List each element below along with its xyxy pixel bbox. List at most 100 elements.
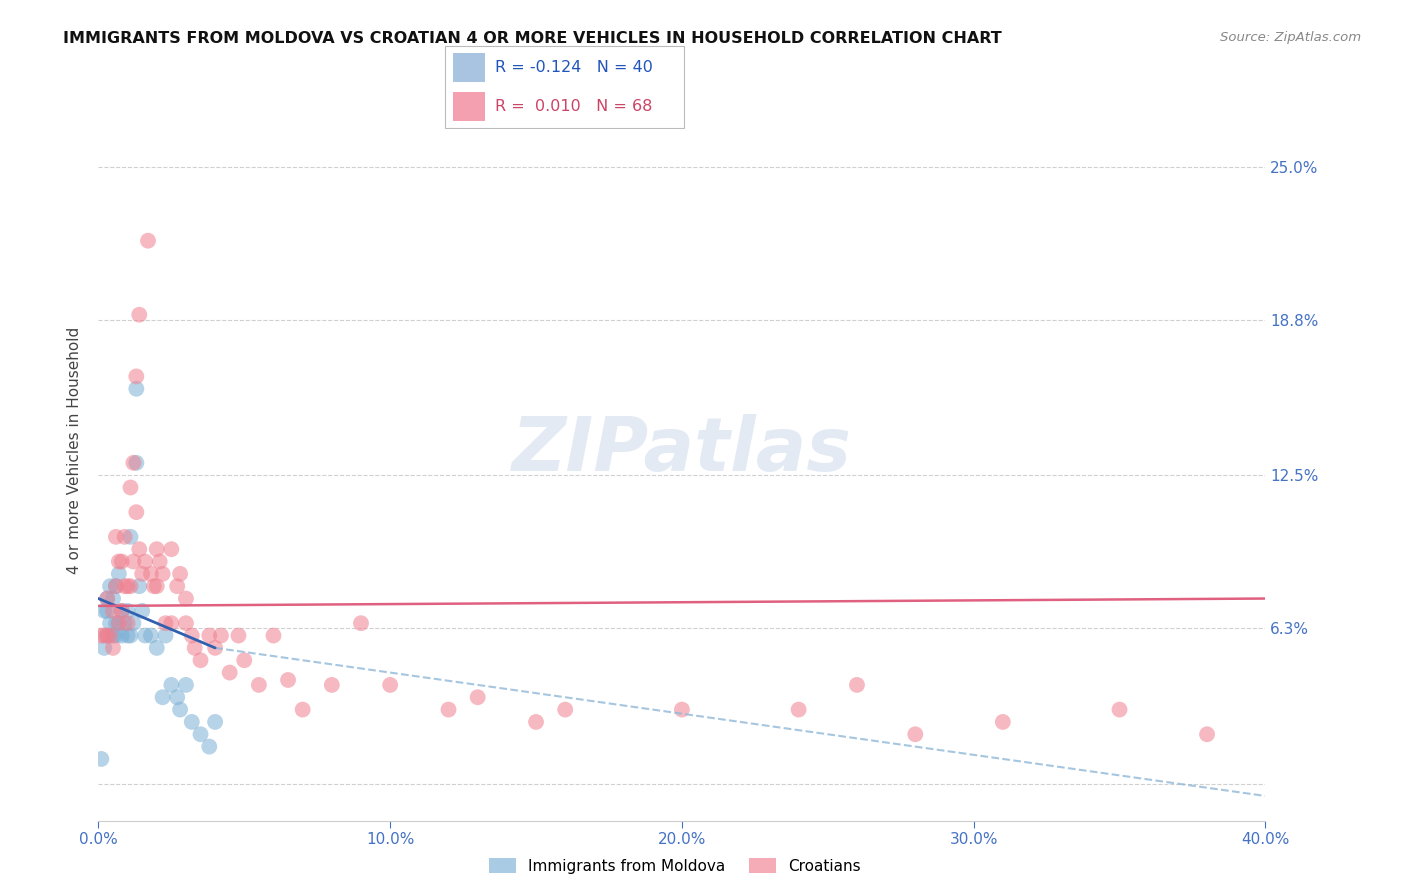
Point	[101, 591, 124, 606]
Text: R = -0.124   N = 40: R = -0.124 N = 40	[495, 60, 652, 75]
Point	[247, 678, 270, 692]
Point	[104, 628, 127, 642]
Point	[904, 727, 927, 741]
Point	[160, 678, 183, 692]
Point	[350, 616, 373, 631]
Point	[787, 703, 810, 717]
Point	[96, 591, 118, 606]
Y-axis label: 4 or more Vehicles in Household: 4 or more Vehicles in Household	[67, 326, 83, 574]
Point	[169, 703, 191, 717]
Point	[96, 628, 118, 642]
Point	[174, 678, 197, 692]
Point	[96, 628, 118, 642]
Point	[160, 542, 183, 557]
Point	[114, 616, 136, 631]
Point	[146, 640, 169, 655]
Point	[101, 604, 124, 618]
Point	[117, 616, 139, 631]
Point	[160, 616, 183, 631]
Text: Source: ZipAtlas.com: Source: ZipAtlas.com	[1220, 31, 1361, 45]
Text: ZIPatlas: ZIPatlas	[512, 414, 852, 487]
Point	[122, 616, 145, 631]
Point	[128, 308, 150, 322]
Text: R =  0.010   N = 68: R = 0.010 N = 68	[495, 99, 652, 114]
Point	[90, 628, 112, 642]
Point	[380, 678, 402, 692]
Point	[111, 604, 134, 618]
Point	[174, 616, 197, 631]
Point	[166, 579, 188, 593]
Point	[120, 579, 142, 593]
Point	[120, 628, 142, 642]
Point	[136, 234, 159, 248]
Point	[108, 616, 131, 631]
Point	[155, 616, 177, 631]
Point	[125, 369, 148, 384]
Point	[117, 604, 139, 618]
Point	[554, 703, 576, 717]
Point	[139, 566, 162, 581]
Point	[671, 703, 693, 717]
Point	[149, 554, 172, 569]
Point	[120, 480, 142, 494]
Legend: Immigrants from Moldova, Croatians: Immigrants from Moldova, Croatians	[482, 852, 868, 880]
Point	[128, 579, 150, 593]
FancyBboxPatch shape	[446, 46, 685, 128]
Point	[152, 566, 174, 581]
Point	[131, 566, 153, 581]
Point	[209, 628, 232, 642]
Point	[93, 640, 115, 655]
Point	[104, 530, 127, 544]
Point	[218, 665, 240, 680]
Point	[233, 653, 256, 667]
FancyBboxPatch shape	[453, 54, 485, 82]
Point	[111, 554, 134, 569]
Point	[98, 628, 121, 642]
FancyBboxPatch shape	[453, 92, 485, 120]
Point	[190, 727, 212, 741]
Point	[174, 591, 197, 606]
Point	[101, 640, 124, 655]
Point	[321, 678, 343, 692]
Point	[128, 542, 150, 557]
Point	[166, 690, 188, 705]
Point	[183, 640, 205, 655]
Point	[98, 579, 121, 593]
Point	[190, 653, 212, 667]
Point	[98, 616, 121, 631]
Point	[204, 640, 226, 655]
Point	[155, 628, 177, 642]
Point	[277, 673, 299, 687]
Point	[117, 628, 139, 642]
Point	[204, 714, 226, 729]
Point	[180, 714, 202, 729]
Point	[142, 579, 165, 593]
Point	[152, 690, 174, 705]
Point	[117, 579, 139, 593]
Point	[228, 628, 250, 642]
Point	[467, 690, 489, 705]
Point	[198, 739, 221, 754]
Point	[180, 628, 202, 642]
Point	[114, 530, 136, 544]
Point	[262, 628, 284, 642]
Point	[1195, 727, 1218, 741]
Point	[111, 604, 134, 618]
Point	[122, 456, 145, 470]
Point	[146, 542, 169, 557]
Text: IMMIGRANTS FROM MOLDOVA VS CROATIAN 4 OR MORE VEHICLES IN HOUSEHOLD CORRELATION : IMMIGRANTS FROM MOLDOVA VS CROATIAN 4 OR…	[63, 31, 1002, 46]
Point	[291, 703, 314, 717]
Point	[846, 678, 869, 692]
Point	[437, 703, 460, 717]
Point	[524, 714, 547, 729]
Point	[125, 456, 148, 470]
Point	[131, 604, 153, 618]
Point	[108, 566, 131, 581]
Point	[93, 604, 115, 618]
Point	[108, 554, 131, 569]
Point	[104, 579, 127, 593]
Point	[146, 579, 169, 593]
Point	[93, 628, 115, 642]
Point	[139, 628, 162, 642]
Point	[134, 554, 156, 569]
